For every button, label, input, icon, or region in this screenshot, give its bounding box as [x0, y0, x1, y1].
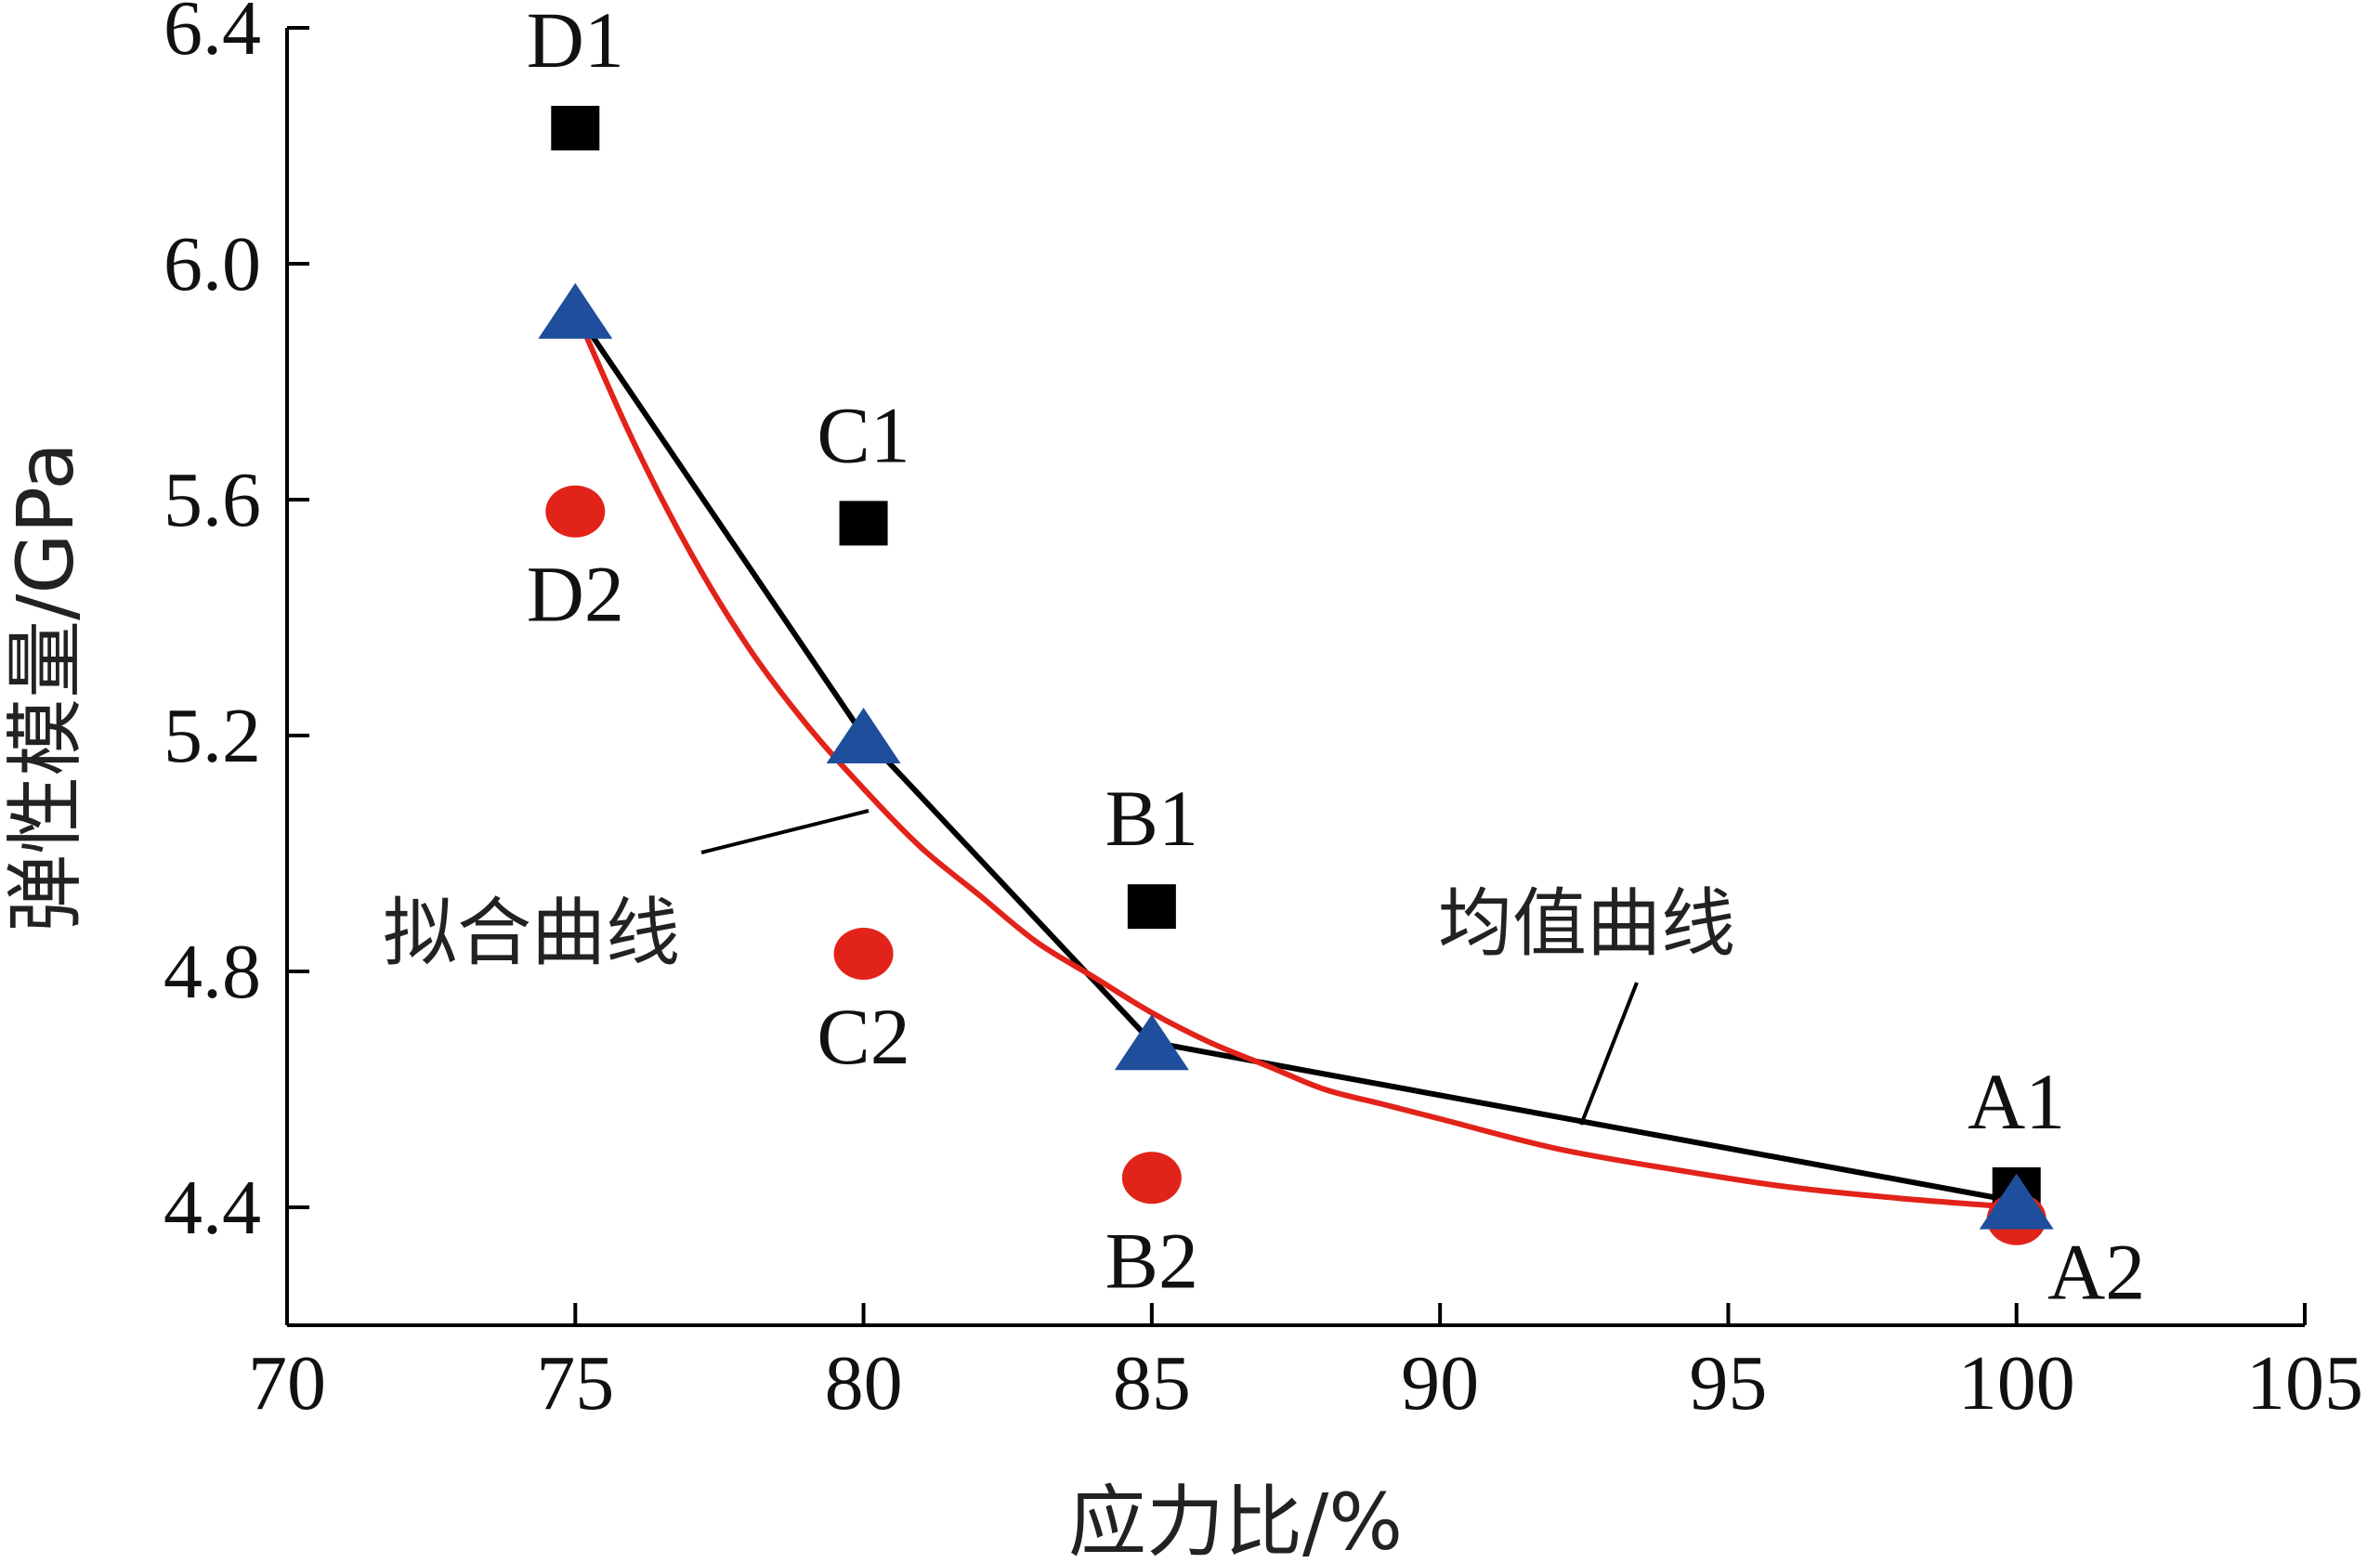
fit-curve-annotation: 拟合曲线: [383, 890, 680, 976]
point-label: A1: [1968, 1057, 2065, 1146]
curves: [572, 309, 2018, 1210]
circle-marker: [1121, 1152, 1182, 1205]
x-tick-label: 105: [2246, 1340, 2363, 1426]
x-axis-title: 应力比/%: [1068, 1477, 1403, 1563]
point-label: B2: [1105, 1216, 1198, 1305]
square-marker: [1127, 884, 1176, 930]
data-markers: [538, 105, 2054, 1245]
fit-curve-line: [572, 309, 2017, 1210]
y-axis-title: 弹性模量/GPa: [0, 442, 91, 932]
triangle-marker: [826, 708, 901, 763]
y-tick-label: 6.4: [163, 0, 261, 72]
x-tick-label: 95: [1689, 1340, 1767, 1426]
fit-curve-leader: [700, 809, 870, 854]
point-label: D1: [527, 0, 624, 85]
point-label: C1: [817, 390, 909, 479]
x-tick-label: 100: [1958, 1340, 2075, 1426]
x-tick-label: 90: [1401, 1340, 1479, 1426]
y-tick-label: 5.2: [163, 693, 261, 779]
y-tick-label: 4.8: [163, 929, 261, 1015]
mean-curve-line: [572, 309, 2018, 1205]
y-tick-label: 5.6: [163, 457, 261, 543]
circle-marker: [545, 485, 606, 538]
x-tick-label: 85: [1113, 1340, 1191, 1426]
point-label: C2: [817, 992, 909, 1081]
point-label: D2: [527, 550, 624, 639]
square-marker: [839, 501, 888, 546]
y-tick-label: 4.4: [163, 1165, 261, 1251]
triangle-marker: [1979, 1173, 2054, 1230]
y-tick-label: 6.0: [163, 221, 261, 307]
triangle-marker: [538, 282, 613, 339]
circle-marker: [833, 927, 894, 980]
mean-curve-leader: [1579, 982, 1639, 1126]
y-ticks: 4.4 4.8 5.2 5.6 6.0 6.4: [163, 0, 309, 1251]
annotations: 拟合曲线 均值曲线: [383, 809, 1735, 1126]
mean-curve-annotation: 均值曲线: [1438, 880, 1735, 967]
x-tick-label: 75: [536, 1340, 614, 1426]
point-labels: D1 C1 B1 A1 D2 C2 B2 A2: [527, 0, 2146, 1317]
point-label: B1: [1105, 774, 1198, 863]
triangle-marker: [1114, 1014, 1189, 1071]
x-tick-label: 80: [825, 1340, 903, 1426]
square-marker: [551, 105, 600, 150]
x-ticks: 70 75 80 85 90 95 100 105: [248, 1303, 2363, 1426]
point-label: A2: [2047, 1228, 2145, 1317]
x-tick-label: 70: [248, 1340, 326, 1426]
axes: [285, 28, 2305, 1327]
